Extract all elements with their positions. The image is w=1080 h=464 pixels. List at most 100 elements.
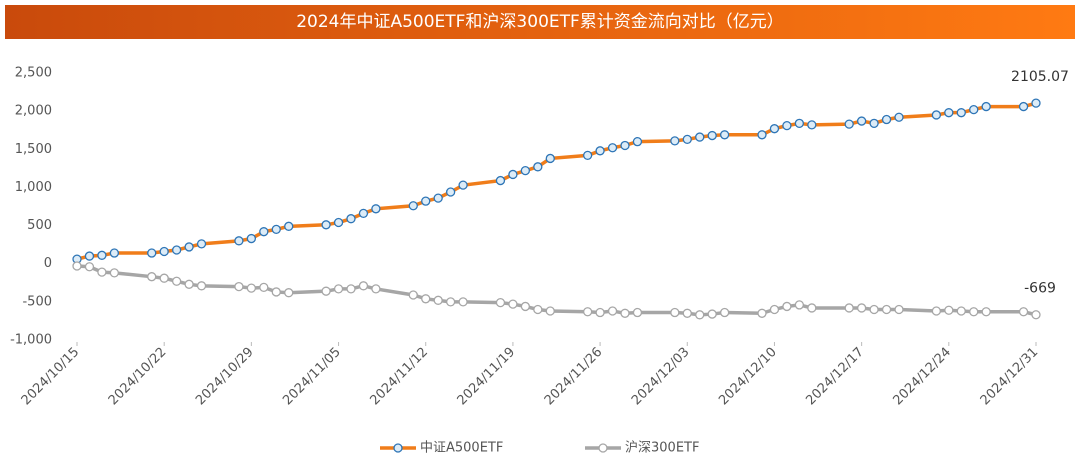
point [782, 301, 792, 312]
point [545, 306, 555, 316]
point [881, 304, 892, 315]
point [794, 118, 805, 128]
point [632, 307, 643, 318]
point [695, 132, 705, 142]
point [682, 308, 692, 318]
point [931, 110, 942, 120]
point [97, 267, 107, 277]
point [1031, 98, 1041, 108]
point [321, 220, 331, 230]
point [371, 284, 381, 294]
point [670, 307, 680, 318]
point [844, 119, 854, 129]
y-tick-label: 1,500 [15, 142, 52, 157]
point [894, 304, 904, 315]
point [607, 143, 618, 153]
point [856, 303, 867, 313]
point [632, 137, 643, 147]
x-tick-label: 2024/12/24 [891, 345, 955, 409]
legend-marker [393, 443, 403, 453]
x-tick-label: 2024/12/17 [803, 345, 867, 409]
point [769, 124, 780, 134]
point [757, 130, 767, 140]
point [333, 284, 344, 294]
point [520, 301, 531, 312]
x-tick-label: 2024/12/10 [716, 345, 780, 409]
point [520, 165, 531, 176]
point [84, 262, 95, 272]
point [794, 300, 805, 310]
point [956, 306, 966, 316]
point [719, 130, 730, 140]
point [458, 180, 468, 190]
point [371, 204, 381, 214]
point [707, 309, 717, 319]
point [196, 281, 207, 291]
point [159, 273, 169, 283]
point [171, 245, 182, 255]
y-tick-label: 2,500 [15, 66, 52, 81]
title-banner [5, 5, 1075, 39]
x-tick-label: 2024/11/19 [455, 345, 519, 409]
point [981, 307, 991, 317]
point [969, 307, 979, 317]
point [109, 248, 120, 258]
point [533, 304, 543, 315]
point [944, 305, 954, 315]
point [196, 239, 207, 249]
point [246, 233, 257, 244]
point [533, 162, 543, 172]
point [894, 112, 904, 122]
y-tick-label: 500 [27, 218, 52, 233]
point [869, 304, 879, 315]
point [433, 193, 443, 203]
point [346, 284, 356, 294]
point [184, 279, 194, 289]
point [719, 307, 730, 318]
point [1018, 101, 1029, 112]
point [495, 297, 506, 308]
point [421, 196, 431, 206]
end-value-label: 2105.07 [1011, 69, 1069, 85]
point [1018, 307, 1029, 317]
legend-label: 沪深300ETF [625, 440, 699, 456]
point [670, 136, 680, 146]
point [433, 295, 443, 305]
legend-marker [598, 443, 608, 453]
point [969, 104, 979, 115]
point [271, 224, 281, 235]
point [147, 248, 157, 258]
point [757, 308, 767, 318]
point [408, 201, 418, 211]
x-tick-label: 2024/10/29 [193, 345, 257, 409]
point [171, 276, 182, 286]
point [856, 116, 867, 126]
point [284, 288, 294, 298]
point [284, 221, 294, 231]
y-tick-label: -1,000 [10, 333, 52, 348]
x-tick-label: 2024/11/05 [280, 345, 344, 409]
point [508, 169, 518, 180]
x-tick-label: 2024/10/15 [19, 345, 83, 409]
point [582, 307, 593, 317]
point [358, 208, 369, 219]
point [159, 246, 169, 257]
chart-title: 2024年中证A500ETF和沪深300ETF累计资金流向对比（亿元） [296, 12, 784, 32]
point [807, 303, 817, 313]
point [869, 118, 879, 128]
x-tick-label: 2024/10/22 [106, 345, 170, 409]
point [147, 272, 157, 282]
point [445, 297, 456, 307]
legend-label: 中证A500ETF [420, 441, 503, 456]
end-value-label: -669 [1024, 281, 1056, 297]
point [184, 242, 194, 252]
point [408, 290, 418, 300]
series-line [76, 264, 1037, 317]
point [620, 140, 630, 151]
point [620, 308, 630, 318]
point [695, 310, 705, 320]
point [358, 281, 369, 291]
point [321, 286, 331, 296]
y-tick-label: 0 [44, 256, 52, 271]
point [346, 214, 356, 224]
